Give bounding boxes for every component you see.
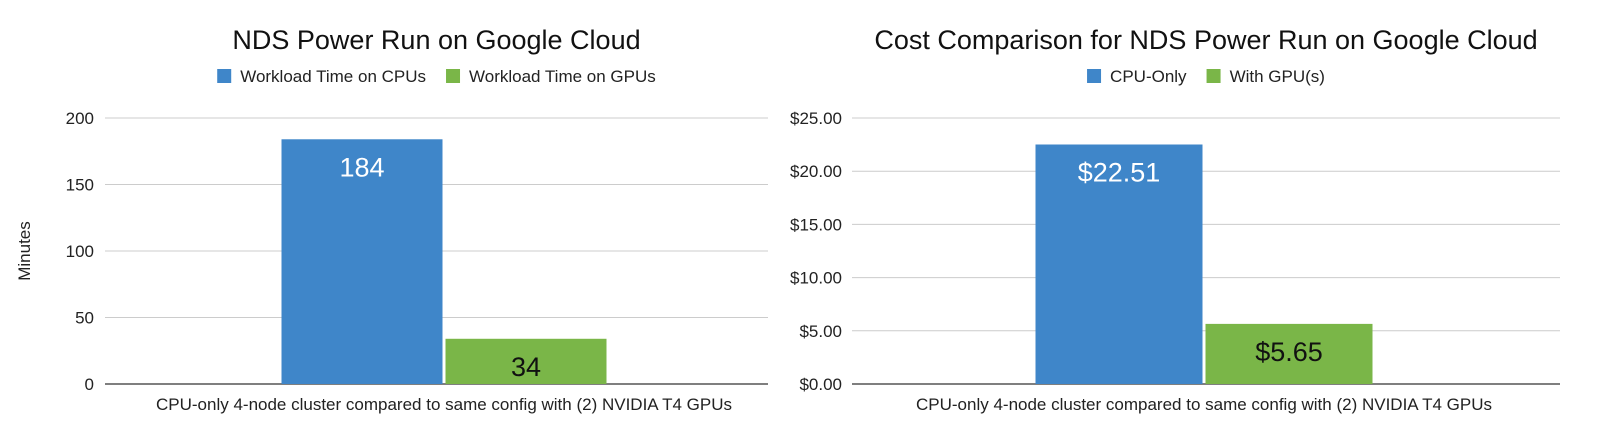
chart2-data-label-1: $22.51 bbox=[1078, 157, 1161, 187]
chart2-bar-1 bbox=[1035, 144, 1203, 384]
chart2-y-tick-label: $15.00 bbox=[790, 215, 842, 234]
chart1-y-tick-label: 0 bbox=[85, 375, 94, 394]
chart1-y-tick-label: 200 bbox=[66, 109, 94, 128]
chart2-legend-label-2: With GPU(s) bbox=[1230, 67, 1325, 86]
chart1-y-tick-label: 100 bbox=[66, 242, 94, 261]
chart1-bar-1 bbox=[281, 139, 443, 384]
chart1-legend-label-1: Workload Time on CPUs bbox=[240, 67, 426, 86]
chart1-bar-2 bbox=[445, 338, 607, 384]
chart1-y-tick-label: 150 bbox=[66, 176, 94, 195]
chart1-data-label-1: 184 bbox=[339, 152, 384, 182]
chart2-y-tick-label: $0.00 bbox=[799, 375, 842, 394]
chart1-y-axis-label: Minutes bbox=[15, 221, 34, 281]
chart1-data-label-2: 34 bbox=[511, 352, 541, 382]
chart1-legend-label-2: Workload Time on GPUs bbox=[469, 67, 656, 86]
chart2-y-tick-label: $25.00 bbox=[790, 109, 842, 128]
chart2-bar-2 bbox=[1205, 323, 1373, 384]
chart1-legend-swatch-1 bbox=[217, 69, 232, 83]
chart1-title: NDS Power Run on Google Cloud bbox=[232, 25, 640, 55]
chart2-data-label-2: $5.65 bbox=[1255, 337, 1323, 367]
chart2-legend-swatch-2 bbox=[1206, 69, 1221, 83]
chart2-title: Cost Comparison for NDS Power Run on Goo… bbox=[874, 25, 1537, 55]
chart2-y-tick-label: $5.00 bbox=[799, 322, 842, 341]
chart1-category-label: CPU-only 4-node cluster compared to same… bbox=[156, 395, 732, 414]
chart2-y-tick-label: $10.00 bbox=[790, 269, 842, 288]
chart2-y-tick-label: $20.00 bbox=[790, 162, 842, 181]
chart1-y-tick-label: 50 bbox=[75, 309, 94, 328]
chart2-legend-label-1: CPU-Only bbox=[1110, 67, 1187, 86]
chart2-category-label: CPU-only 4-node cluster compared to same… bbox=[916, 395, 1492, 414]
chart2-legend-swatch-1 bbox=[1087, 69, 1102, 83]
chart1-legend-swatch-2 bbox=[446, 69, 461, 83]
